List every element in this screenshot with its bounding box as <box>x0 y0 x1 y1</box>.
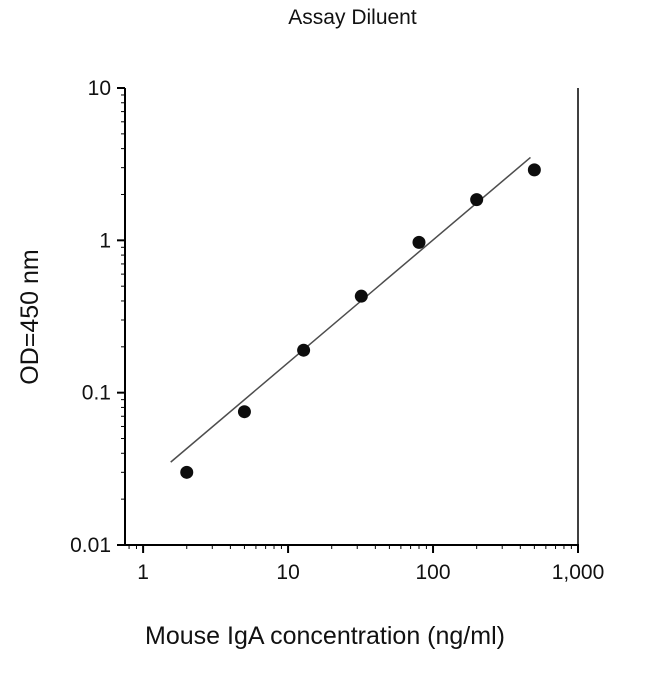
data-point <box>180 465 194 479</box>
x-axis-tick-label: 100 <box>416 561 451 584</box>
data-point <box>354 289 368 303</box>
x-axis-tick-label: 1 <box>137 561 149 584</box>
data-point <box>237 405 251 419</box>
data-point <box>412 235 426 249</box>
x-axis-label: Mouse IgA concentration (ng/ml) <box>145 622 505 650</box>
y-axis-tick-label: 10 <box>88 77 111 100</box>
chart-title: Assay Diluent <box>288 6 417 29</box>
data-point <box>527 163 541 177</box>
y-axis-tick-label: 1 <box>99 229 111 252</box>
standard-curve-fit-line <box>170 156 531 463</box>
data-point <box>470 193 484 207</box>
data-point <box>297 343 311 357</box>
x-axis-tick-label: 1,000 <box>552 561 605 584</box>
y-axis-label: OD=450 nm <box>16 249 44 385</box>
y-axis-tick-label: 0.01 <box>70 534 111 557</box>
y-axis-tick-label: 0.1 <box>82 382 111 405</box>
x-axis-tick-label: 10 <box>276 561 299 584</box>
